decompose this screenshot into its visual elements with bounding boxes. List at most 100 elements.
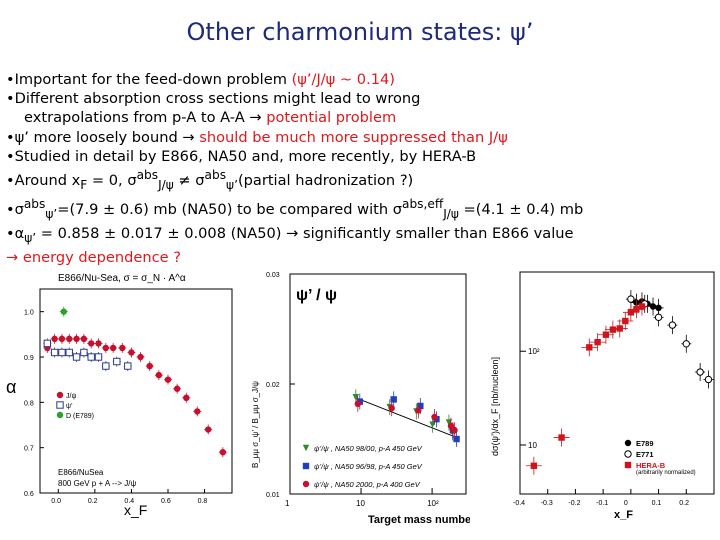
chart1-annotation-1: E866/NuSea	[58, 468, 104, 477]
chart-ratio-vs-mass: ψ’ / ψ B_μμ σ_ψ’ / B_μμ σ_J/ψ Target mas…	[251, 272, 470, 526]
chart2-xtick-label: 1	[285, 499, 290, 508]
chart1-point	[73, 335, 80, 343]
chart3-point	[668, 321, 677, 329]
chart1-point	[60, 308, 67, 315]
chart2-point	[451, 427, 458, 434]
chart1-xlabel: x_F	[124, 502, 147, 518]
chart1-title: E866/Nu-Sea, σ = σ_N · A^α	[58, 273, 186, 284]
chart3-point	[633, 306, 640, 313]
chart3-legend-label: E789	[636, 439, 654, 448]
chart2-legend-marker	[302, 444, 310, 452]
chart2-legend-label: ψ’/ψ , NA50 98/00, p-A 450 GeV	[314, 444, 423, 453]
chart3-xtick-label: 0.1	[652, 500, 662, 507]
chart2-legend-label: ψ’/ψ , NA50 2000, p-A 400 GeV	[314, 480, 421, 489]
chart3-xtick-label: 0	[624, 500, 628, 507]
chart1-point	[58, 348, 66, 357]
chart2-frame	[289, 273, 467, 495]
chart2-legend-marker	[302, 462, 310, 470]
chart2-point	[354, 400, 361, 407]
chart1-legend-label: ψ’	[66, 403, 73, 410]
chart3-point	[616, 325, 623, 332]
chart1-legend-marker	[56, 411, 64, 419]
chart1-xtick-label: 0.6	[161, 498, 171, 505]
bullet-list: •Important for the feed-down problem (ψ’…	[6, 70, 716, 267]
chart2-point	[352, 394, 359, 401]
chart2-point	[431, 413, 438, 421]
chart1-legend-marker	[56, 401, 64, 409]
chart2-ytick-label: 0.02	[266, 382, 280, 389]
chart2-ylabel: B_μμ σ_ψ’ / B_μμ σ_J/ψ	[251, 381, 260, 468]
chart3-point	[602, 331, 610, 338]
chart3-legend-label: E771	[636, 450, 654, 459]
chart3-legend-label: HERA-B	[636, 461, 666, 470]
chart1-point	[66, 335, 73, 343]
chart1-point	[219, 449, 227, 456]
chart2-xlabel: Target mass number	[368, 514, 470, 526]
chart1-ytick-label: 0.7	[24, 446, 34, 453]
chart1-point	[95, 340, 102, 347]
chart1-point	[119, 344, 126, 352]
chart3-legend-note: (arbitrarily normalized)	[636, 470, 696, 476]
chart2-title: ψ’ / ψ	[296, 287, 337, 304]
chart3-point	[704, 375, 713, 384]
chart2-xtick-label: 10	[356, 499, 365, 508]
chart2-ytick-label: 0.01	[266, 492, 280, 499]
chart1-point	[113, 357, 121, 366]
bullet-experiments: •Studied in detail by E866, NA50 and, mo…	[6, 147, 477, 165]
chart3-legend-marker	[624, 461, 632, 469]
chart2-xtick-label: 10²	[427, 499, 439, 508]
chart3-xlabel: x_F	[614, 509, 633, 521]
chart2-legend-marker	[302, 480, 310, 488]
chart2-point	[447, 422, 455, 429]
chart1-ytick-label: 0.6	[24, 491, 34, 498]
chart3-legend-marker	[624, 439, 632, 447]
chart1-point	[102, 362, 110, 370]
chart3-frame	[519, 271, 715, 495]
chart2-legend-label: ψ’/ψ , NA50 96/98, p-A 450 GeV	[314, 462, 423, 471]
chart3-legend-marker	[624, 450, 632, 458]
chart1-point	[87, 353, 95, 361]
chart1-point	[124, 362, 132, 370]
chart1-point	[164, 376, 172, 383]
chart1-frame	[39, 288, 233, 494]
chart1-legend-label: J/ψ	[66, 393, 76, 400]
chart1-point	[72, 353, 81, 361]
chart1-annotation-2: 800 GeV p + A --> J/ψ	[58, 479, 136, 488]
chart1-point	[183, 394, 190, 401]
chart1-legend-marker	[56, 391, 64, 399]
chart1-legend-label: D (E789)	[66, 413, 94, 420]
chart1-point	[155, 371, 163, 379]
chart2-point	[453, 435, 460, 443]
chart3-point	[558, 434, 565, 441]
chart1-point	[137, 353, 144, 361]
chart3-point	[586, 344, 593, 351]
chart3-ylabel: dσ(ψ’)/dx_F [nb/nucleon]	[490, 357, 500, 456]
chart3-point	[627, 309, 635, 316]
bullet-loosely-bound: •ψ’ more loosely bound → should be much …	[6, 128, 508, 146]
bullet-sigma-abs: •σabsψ’=(7.9 ± 0.6) mb (NA50) to be comp…	[6, 196, 584, 221]
bullet-extrapolation: extrapolations from p-A to A-A → potenti…	[24, 109, 397, 127]
chart3-point	[655, 304, 662, 312]
chart2-point	[388, 405, 395, 412]
chart1-point	[50, 348, 59, 357]
chart1-ytick-label: 0.8	[24, 400, 34, 407]
bullet-feed-down: •Important for the feed-down problem (ψ’…	[6, 71, 395, 88]
chart1-point	[205, 426, 212, 433]
chart1-ytick-label: 0.9	[24, 355, 34, 362]
chart2-point	[415, 407, 422, 414]
bullet-energy: → energy dependence ?	[6, 249, 181, 267]
chart1-point	[80, 348, 88, 357]
chart1-point	[194, 408, 201, 415]
chart3-xtick-label: -0.4	[513, 500, 525, 507]
chart3-point	[627, 295, 635, 303]
chart3-point	[530, 462, 538, 469]
chart3-point	[638, 303, 646, 310]
bullet-absorption: •Different absorption cross sections mig…	[6, 90, 421, 108]
chart2-point	[390, 396, 397, 403]
chart1-point	[102, 344, 110, 352]
chart2-ytick-label: 0.03	[266, 272, 280, 279]
bullet-alpha: •αψ’ = 0.858 ± 0.017 ± 0.008 (NA50) → si…	[6, 224, 574, 245]
chart1-ytick-label: 1.0	[24, 310, 34, 317]
chart1-xtick-label: 0.2	[88, 498, 98, 505]
chart2-fit-line	[353, 396, 456, 438]
